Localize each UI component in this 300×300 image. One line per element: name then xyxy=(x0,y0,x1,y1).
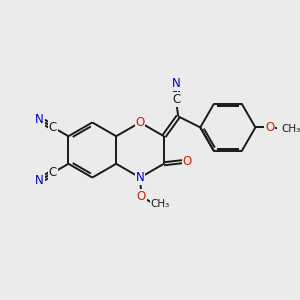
Text: O: O xyxy=(183,155,192,168)
Text: O: O xyxy=(265,121,274,134)
Text: N: N xyxy=(35,113,44,126)
Text: CH₃: CH₃ xyxy=(282,124,300,134)
Text: C: C xyxy=(172,93,180,106)
Text: N: N xyxy=(136,171,144,184)
Text: N: N xyxy=(35,174,44,187)
Text: O: O xyxy=(135,116,145,129)
Text: CH₃: CH₃ xyxy=(150,199,170,209)
Text: N: N xyxy=(172,77,181,90)
Text: C: C xyxy=(49,166,57,179)
Text: O: O xyxy=(137,190,146,203)
Text: C: C xyxy=(49,121,57,134)
